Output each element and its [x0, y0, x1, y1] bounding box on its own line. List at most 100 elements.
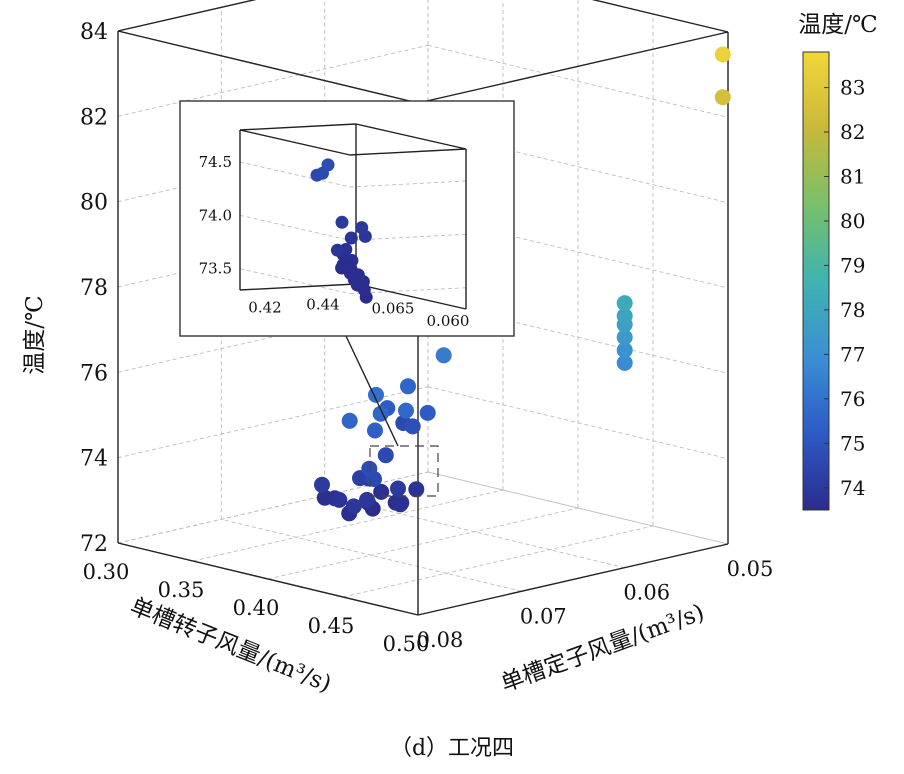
inset-axis-edge	[239, 123, 357, 131]
z-tick-label: 72	[80, 532, 108, 557]
data-point	[616, 354, 633, 371]
inset-grid-line	[349, 233, 467, 241]
z-tick-label: 80	[80, 191, 108, 216]
figure-caption: （d）工况四	[390, 736, 514, 761]
inset-z-tick-label: 73.5	[199, 260, 232, 278]
inset-axis-edge	[239, 283, 357, 291]
inset-x-tick-label: 0.065	[372, 300, 415, 318]
x-tick-label: 0.06	[623, 581, 670, 605]
colorbar-tick-label: 77	[840, 342, 865, 366]
data-point	[408, 481, 425, 498]
data-point	[341, 412, 358, 429]
data-point	[404, 418, 421, 435]
grid-line-wall-z2	[427, 386, 729, 460]
z-tick-label: 78	[80, 276, 108, 301]
data-point	[616, 329, 633, 346]
grid-line-wall-z1	[117, 0, 256, 32]
inset-x-tick-label: 0.060	[427, 312, 470, 330]
colorbar-tick-label: 75	[840, 431, 865, 455]
grid-line-wall-z2	[427, 471, 729, 545]
inset-axis-edge	[349, 148, 467, 156]
z-tick-label: 84	[80, 20, 108, 45]
grid-line-floor-y	[342, 525, 654, 598]
data-point	[331, 491, 348, 508]
data-point	[345, 498, 362, 515]
z-tick-label: 82	[80, 105, 108, 130]
axis-edge	[417, 543, 729, 616]
inset-grid-line	[349, 180, 467, 188]
colorbar-tick-label: 81	[840, 165, 865, 189]
axis-edge	[591, 0, 729, 33]
inset-axis-edge	[355, 283, 467, 310]
y-tick-label: 0.35	[158, 578, 205, 602]
z-tick-label: 74	[80, 447, 108, 472]
inset-data-point	[351, 268, 365, 282]
data-points	[314, 46, 731, 522]
axis-edge	[417, 31, 729, 104]
colorbar-label: 温度/℃	[798, 12, 877, 38]
data-point	[616, 307, 633, 324]
inset-axis-edge	[239, 129, 351, 156]
grid-line-floor-y	[267, 507, 579, 580]
y-tick-label: 0.30	[83, 560, 130, 584]
colorbar: 74 75 76 77 78 79 80 81 82 83	[802, 51, 865, 511]
inset-axis-edge	[355, 123, 467, 150]
colorbar-tick-label: 83	[840, 76, 865, 100]
grid-line-wall-z1	[117, 471, 429, 544]
data-point	[377, 447, 394, 464]
colorbar-tick-label: 82	[840, 120, 865, 144]
grid-line-wall-z2	[427, 44, 729, 118]
y-axis-label: 单槽转子风量/(m³/s)	[126, 593, 334, 697]
data-point	[398, 402, 414, 419]
inset-data-point	[335, 215, 349, 229]
y-tick-label: 0.40	[233, 596, 280, 620]
x-tick-label: 0.07	[520, 604, 567, 628]
inset-y-tick-label: 0.42	[248, 299, 281, 317]
inset-data-point	[330, 243, 344, 257]
data-point	[435, 347, 452, 364]
colorbar-tick-label: 79	[840, 253, 865, 277]
data-point	[714, 89, 731, 106]
grid-line-floor-y	[117, 471, 429, 544]
grid-line-floor-y	[192, 489, 504, 562]
data-point	[392, 496, 409, 513]
colorbar-tick-label: 80	[840, 209, 865, 233]
colorbar-tick-label: 78	[840, 298, 865, 322]
data-point	[616, 342, 633, 359]
inset-grid-line	[239, 161, 351, 188]
data-point	[616, 295, 633, 312]
y-tick-label: 0.45	[308, 614, 355, 638]
axis-edge	[117, 542, 419, 616]
axis-edge	[117, 0, 257, 32]
data-point	[361, 460, 378, 477]
x-tick-label: 0.05	[727, 557, 774, 581]
data-point	[714, 46, 731, 63]
inset-z-tick-label: 74.5	[199, 153, 232, 171]
data-point	[419, 404, 436, 421]
inset-z-tick-label: 74.0	[199, 206, 232, 224]
x-tick-label: 0.08	[417, 628, 464, 652]
inset-data-point	[321, 158, 335, 172]
inset-grid-line	[349, 287, 467, 295]
data-point	[367, 422, 383, 439]
zoom-region-box	[369, 445, 439, 497]
data-point	[390, 480, 406, 497]
tick-labels: 72 74 76 78 80 82 84 0.30 0.35 0.40 0.45 0.50 0.05 0.…	[80, 20, 773, 656]
zoom-inset: 73.5 74.0 74.5 0.44 0.42 0.060 0.065	[179, 100, 515, 497]
data-point	[314, 476, 330, 493]
inset-data-point	[344, 231, 358, 245]
zoom-leader-line	[345, 335, 399, 447]
z-axis-label: 温度/℃	[22, 295, 48, 374]
inset-data-point	[355, 221, 369, 235]
colorbar-tick-label: 76	[840, 387, 865, 411]
y-tick-label: 0.50	[383, 632, 430, 656]
inset-grid-line	[239, 214, 351, 241]
colorbar-bar	[802, 51, 830, 511]
z-tick-label: 76	[80, 361, 108, 386]
inset-y-tick-label: 0.44	[306, 296, 339, 314]
colorbar-tick-label: 74	[840, 476, 865, 500]
data-point	[400, 378, 416, 395]
axis-edge	[117, 30, 419, 104]
